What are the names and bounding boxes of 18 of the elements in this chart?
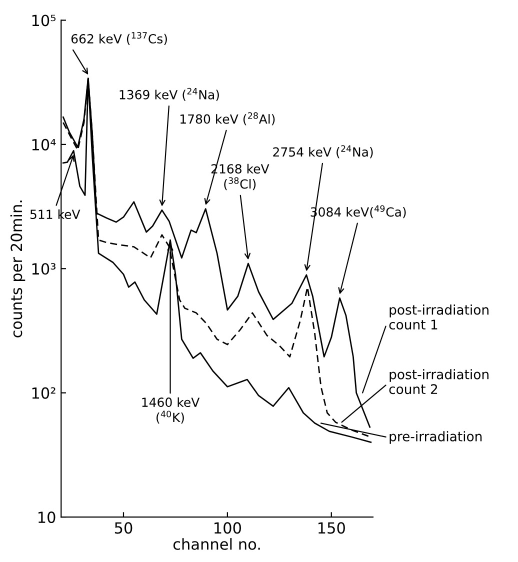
y-tick-label: 10⁴: [32, 138, 56, 150]
text: post-irradiation count 2: [389, 369, 488, 394]
x-tick-label: 100: [214, 522, 241, 534]
y-tick-label: 10⁵: [32, 14, 56, 26]
y-axis-title: counts per 20min.: [10, 200, 26, 338]
y-tick-label: 10: [38, 512, 56, 524]
text: post-irradiation count 1: [389, 304, 488, 330]
y-tick-label: 10³: [32, 263, 56, 275]
annotation: 1460 keV ($^{40}$K): [142, 397, 200, 424]
x-axis-title: channel no.: [173, 538, 260, 550]
legend-label: pre-irradiation: [390, 431, 482, 444]
y-tick-label: 10²: [32, 387, 56, 399]
annotation: 1369 keV ($^{24}$Na): [120, 88, 219, 101]
x-tick-label: 150: [318, 522, 345, 534]
x-tick-label: 50: [114, 522, 132, 534]
annotation: 662 keV ($^{137}$Cs): [71, 32, 167, 45]
annotation: 2754 keV ($^{24}$Na): [273, 145, 373, 158]
annotation: 1780 keV ($^{28}$Al): [180, 112, 275, 126]
